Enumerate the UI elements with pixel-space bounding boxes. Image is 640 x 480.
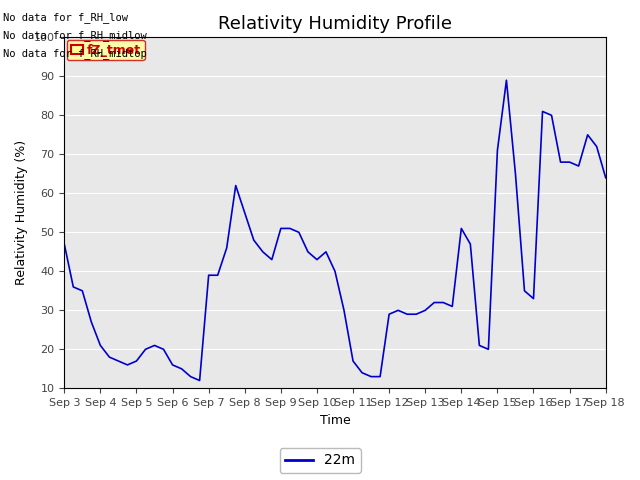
Legend: fZ_tmet: fZ_tmet [67, 40, 145, 60]
Text: No data for f_RH_low: No data for f_RH_low [3, 12, 128, 23]
Y-axis label: Relativity Humidity (%): Relativity Humidity (%) [15, 140, 28, 286]
X-axis label: Time: Time [319, 414, 350, 427]
Title: Relativity Humidity Profile: Relativity Humidity Profile [218, 15, 452, 33]
Legend: 22m: 22m [280, 448, 360, 473]
Text: No data for f_RH_midtop: No data for f_RH_midtop [3, 48, 147, 60]
Text: No data for f_RH_midlow: No data for f_RH_midlow [3, 30, 147, 41]
